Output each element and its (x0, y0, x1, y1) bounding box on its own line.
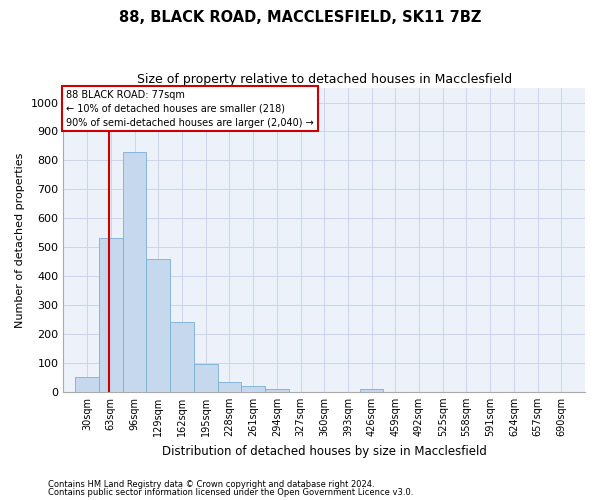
Text: Contains HM Land Registry data © Crown copyright and database right 2024.: Contains HM Land Registry data © Crown c… (48, 480, 374, 489)
Title: Size of property relative to detached houses in Macclesfield: Size of property relative to detached ho… (137, 72, 512, 86)
Bar (146, 258, 170, 392)
Bar (218, 382, 241, 392)
Text: 88, BLACK ROAD, MACCLESFIELD, SK11 7BZ: 88, BLACK ROAD, MACCLESFIELD, SK11 7BZ (119, 10, 481, 25)
X-axis label: Distribution of detached houses by size in Macclesfield: Distribution of detached houses by size … (162, 444, 487, 458)
Text: Contains public sector information licensed under the Open Government Licence v3: Contains public sector information licen… (48, 488, 413, 497)
Bar (170, 322, 194, 392)
Bar (122, 152, 146, 392)
Bar (265, 389, 289, 392)
Bar (360, 390, 383, 392)
Text: 88 BLACK ROAD: 77sqm
← 10% of detached houses are smaller (218)
90% of semi-deta: 88 BLACK ROAD: 77sqm ← 10% of detached h… (66, 90, 314, 128)
Bar (241, 386, 265, 392)
Bar (75, 378, 99, 392)
Bar (99, 238, 122, 392)
Y-axis label: Number of detached properties: Number of detached properties (15, 152, 25, 328)
Bar (194, 364, 218, 392)
